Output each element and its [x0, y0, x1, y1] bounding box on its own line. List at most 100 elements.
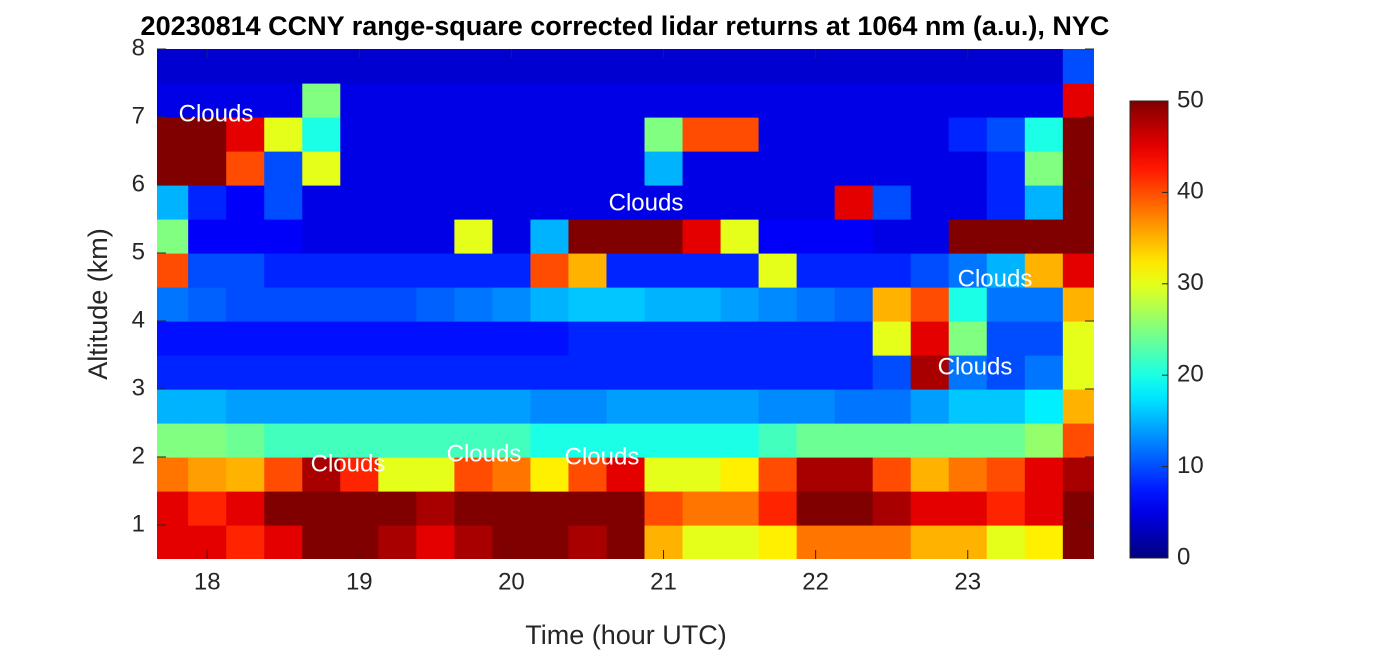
heatmap-cell	[910, 253, 950, 288]
heatmap-cell	[568, 423, 608, 458]
heatmap-cell	[720, 219, 760, 254]
y-axis-label: Altitude (km)	[83, 228, 113, 380]
heatmap-cell	[986, 355, 1026, 390]
heatmap-cell	[416, 219, 455, 254]
heatmap-cell	[644, 253, 684, 288]
heatmap-cell	[302, 287, 341, 322]
heatmap-cell	[606, 355, 646, 390]
heatmap-cell	[340, 457, 379, 492]
heatmap-cell	[568, 457, 608, 492]
heatmap-cell	[1062, 457, 1094, 492]
heatmap-cell	[1062, 117, 1094, 152]
heatmap-cell	[157, 287, 189, 322]
heatmap-cell	[157, 117, 189, 152]
heatmap-cell	[157, 83, 189, 118]
heatmap-cell	[264, 457, 303, 492]
heatmap-cell	[226, 83, 265, 118]
heatmap-cell	[834, 457, 874, 492]
heatmap-cell	[226, 117, 265, 152]
heatmap-cell	[530, 49, 570, 84]
heatmap-cell	[492, 151, 532, 186]
heatmap-cell	[1024, 185, 1064, 220]
annotation: Clouds	[565, 443, 640, 470]
heatmap-cell	[302, 423, 341, 458]
heatmap-cell	[986, 423, 1026, 458]
heatmap-cell	[492, 457, 532, 492]
heatmap-cell	[530, 117, 570, 152]
heatmap-cell	[264, 491, 303, 526]
heatmap-cell	[530, 491, 570, 526]
heatmap-cell	[530, 389, 570, 424]
heatmap-cell	[986, 253, 1026, 288]
heatmap-cell	[1062, 287, 1094, 322]
heatmap-cell	[910, 491, 950, 526]
heatmap-cell	[264, 355, 303, 390]
heatmap-cell	[758, 525, 798, 559]
heatmap-cell	[948, 253, 988, 288]
heatmap-cell	[340, 491, 379, 526]
heatmap-cell	[416, 117, 455, 152]
heatmap-cell	[568, 525, 608, 559]
heatmap-cell	[568, 287, 608, 322]
heatmap-cell	[986, 287, 1026, 322]
heatmap-cell	[157, 355, 189, 390]
heatmap-cell	[606, 151, 646, 186]
heatmap-cell	[872, 321, 912, 356]
heatmap-cell	[226, 287, 265, 322]
heatmap-cell	[720, 389, 760, 424]
heatmap-cell	[1062, 83, 1094, 118]
heatmap-cell	[378, 389, 417, 424]
heatmap-cell	[454, 83, 494, 118]
heatmap-cell	[416, 151, 455, 186]
heatmap-cell	[644, 117, 684, 152]
heatmap-cell	[530, 253, 570, 288]
heatmap-cell	[948, 457, 988, 492]
heatmap-cell	[834, 389, 874, 424]
heatmap-cell	[1024, 287, 1064, 322]
heatmap-cell	[910, 49, 950, 84]
heatmap-cell	[340, 117, 379, 152]
heatmap-cell	[606, 83, 646, 118]
heatmap-cell	[416, 83, 455, 118]
heatmap-cell	[416, 491, 455, 526]
heatmap-cell	[1062, 491, 1094, 526]
heatmap-cell	[682, 355, 722, 390]
heatmap-cell	[568, 389, 608, 424]
heatmap-cell	[188, 219, 227, 254]
heatmap-cell	[720, 83, 760, 118]
heatmap-cell	[910, 83, 950, 118]
heatmap-cell	[492, 287, 532, 322]
heatmap-cell	[644, 151, 684, 186]
heatmap-cell	[796, 253, 836, 288]
colorbar-tick-label: 10	[1177, 452, 1204, 479]
heatmap-cell	[1024, 355, 1064, 390]
heatmap-cell	[378, 49, 417, 84]
y-tick-label: 5	[132, 238, 145, 265]
heatmap-cell	[758, 117, 798, 152]
heatmap-cell	[492, 321, 532, 356]
heatmap-cell	[872, 457, 912, 492]
heatmap-cell	[188, 151, 227, 186]
heatmap-cell	[682, 253, 722, 288]
heatmap-cell	[188, 355, 227, 390]
heatmap-cell	[264, 185, 303, 220]
heatmap-cell	[492, 355, 532, 390]
heatmap-cell	[378, 219, 417, 254]
heatmap-cell	[872, 491, 912, 526]
heatmap-cell	[682, 83, 722, 118]
heatmap-cell	[454, 117, 494, 152]
heatmap-cell	[720, 49, 760, 84]
heatmap-cell	[872, 185, 912, 220]
heatmap-cell	[492, 83, 532, 118]
heatmap-cell	[1062, 185, 1094, 220]
heatmap-cell	[986, 185, 1026, 220]
heatmap-cell	[1062, 355, 1094, 390]
heatmap-cell	[264, 389, 303, 424]
heatmap-cell	[416, 355, 455, 390]
y-tick-label: 4	[132, 306, 145, 333]
heatmap-cell	[872, 117, 912, 152]
heatmap-cell	[834, 287, 874, 322]
heatmap-cell	[644, 423, 684, 458]
heatmap-cell	[378, 525, 417, 559]
heatmap-cell	[948, 83, 988, 118]
